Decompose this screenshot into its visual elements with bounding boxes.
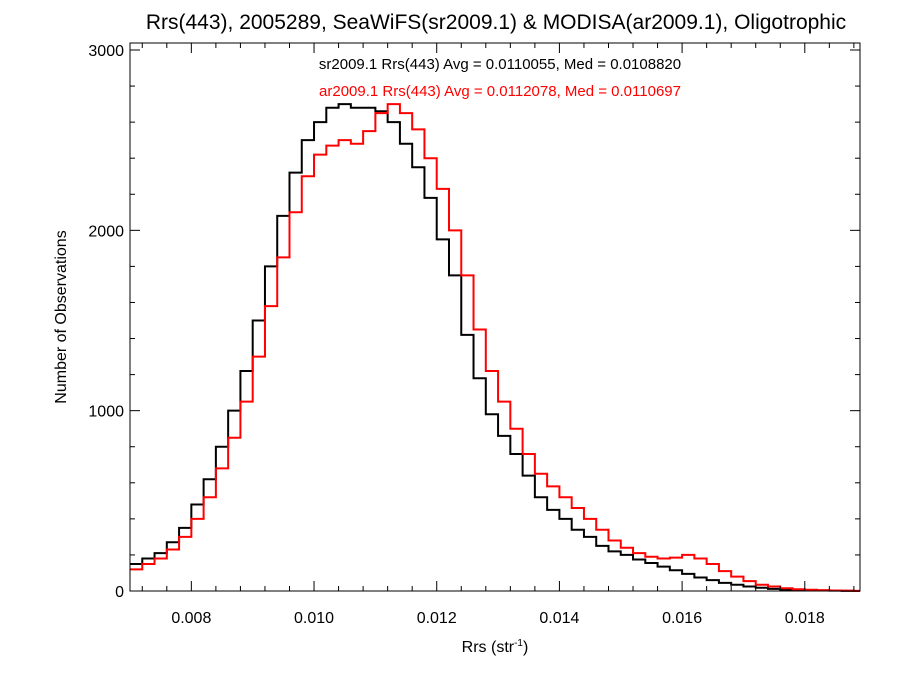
x-tick-label: 0.012	[417, 610, 457, 627]
y-axis: 0 1000 2000 3000	[88, 43, 860, 601]
y-tick-label: 2000	[88, 223, 124, 240]
x-axis-label-close: )	[523, 639, 528, 656]
series-line-1	[130, 103, 860, 592]
x-axis-label: Rrs (str-1)	[462, 638, 529, 656]
y-tick-label: 0	[115, 584, 124, 601]
plot-frame	[129, 42, 861, 592]
x-tick-label: 0.010	[294, 610, 334, 627]
x-axis: 0.008 0.010 0.012 0.014 0.016 0.018	[141, 43, 855, 627]
x-tick-label: 0.016	[662, 610, 702, 627]
stats-annotations: sr2009.1 Rrs(443) Avg = 0.0110055, Med =…	[319, 56, 681, 100]
series-layer	[130, 103, 860, 592]
y-tick-label: 1000	[88, 404, 124, 421]
x-tick-label: 0.008	[171, 610, 211, 627]
y-axis-label: Number of Observations	[53, 230, 70, 403]
x-axis-label-superscript: -1	[514, 638, 523, 649]
stats-line-2: ar2009.1 Rrs(443) Avg = 0.0112078, Med =…	[319, 83, 681, 100]
x-tick-label: 0.014	[539, 610, 579, 627]
y-tick-label: 3000	[88, 43, 124, 60]
x-tick-label: 0.018	[785, 610, 825, 627]
series-line-2	[130, 103, 860, 592]
chart-title: Rrs(443), 2005289, SeaWiFS(sr2009.1) & M…	[146, 11, 846, 34]
stats-line-1: sr2009.1 Rrs(443) Avg = 0.0110055, Med =…	[319, 56, 681, 73]
